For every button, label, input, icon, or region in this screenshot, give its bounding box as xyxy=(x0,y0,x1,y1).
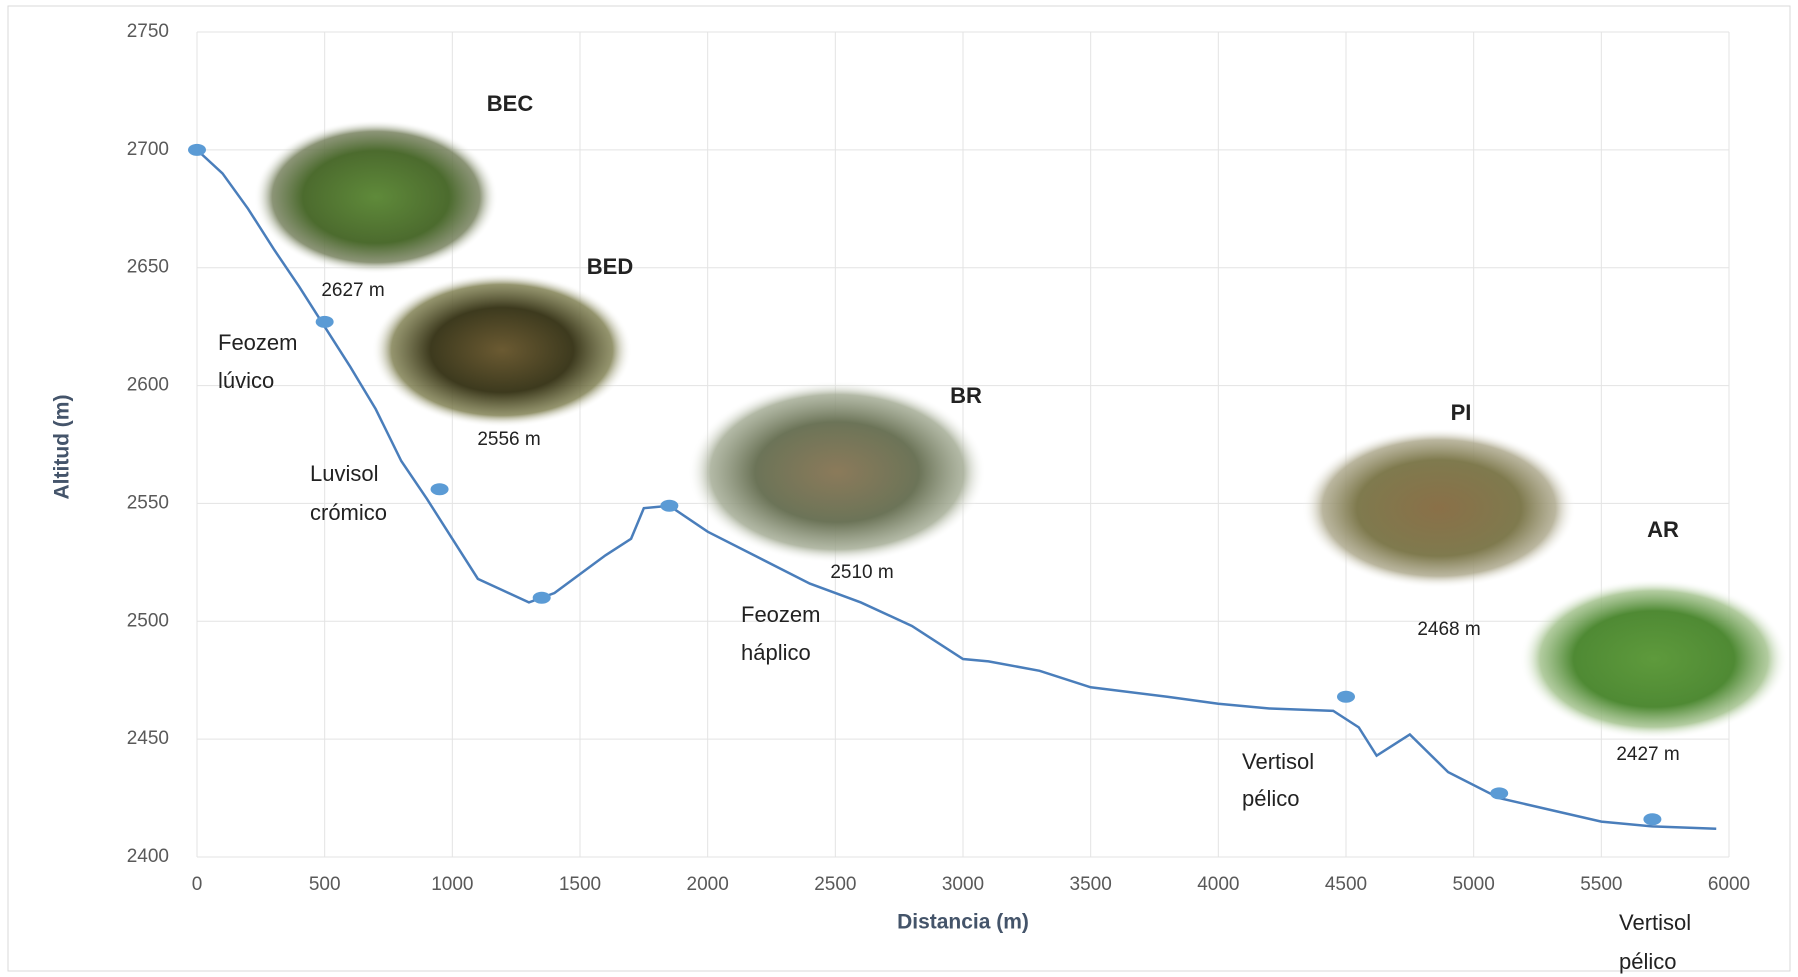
profile-line xyxy=(196,148,1717,830)
site-marker xyxy=(532,591,551,604)
y-axis-title: Altitud (m) xyxy=(51,395,74,500)
site-label: BEC xyxy=(487,91,534,116)
chart-border xyxy=(7,5,1791,972)
altitude-label: 2468 m xyxy=(1417,619,1480,640)
photo-bed xyxy=(372,273,632,427)
site-label: BR xyxy=(950,383,982,408)
y-tick-label: 2400 xyxy=(127,846,169,867)
site-marker xyxy=(188,143,206,156)
y-tick-label: 2500 xyxy=(127,610,169,631)
x-tick-label: 1000 xyxy=(431,874,473,895)
photo-ar xyxy=(1520,579,1788,739)
altitude-label: 2510 m xyxy=(830,562,893,583)
x-axis-title: Distancia (m) xyxy=(897,911,1029,934)
site-marker xyxy=(315,315,334,328)
soil-label: Vertisol xyxy=(1619,910,1691,935)
x-tick-label: 5000 xyxy=(1453,874,1495,895)
altitude-label: 2556 m xyxy=(477,429,540,450)
site-marker xyxy=(430,483,449,496)
soil-label: pélico xyxy=(1242,786,1299,811)
altitude-label: 2427 m xyxy=(1616,744,1679,765)
x-tick-label: 5500 xyxy=(1580,874,1622,895)
x-tick-label: 3500 xyxy=(1070,874,1112,895)
soil-label: lúvico xyxy=(218,368,274,393)
x-tick-label: 2000 xyxy=(687,874,729,895)
site-marker xyxy=(1337,690,1355,703)
site-label: PI xyxy=(1451,400,1472,425)
y-tick-label: 2700 xyxy=(127,139,169,160)
y-tick-label: 2450 xyxy=(127,728,169,749)
soil-label: Feozem xyxy=(741,602,820,627)
x-tick-label: 4000 xyxy=(1197,874,1239,895)
site-marker xyxy=(660,499,679,512)
x-tick-label: 2500 xyxy=(814,874,856,895)
site-label: AR xyxy=(1647,517,1679,542)
y-tick-label: 2650 xyxy=(127,257,169,278)
x-tick-label: 0 xyxy=(192,874,203,895)
site-marker xyxy=(1643,813,1662,826)
site-marker xyxy=(1490,787,1509,800)
y-tick-label: 2600 xyxy=(127,375,169,396)
soil-label: Vertisol xyxy=(1242,749,1314,774)
x-tick-label: 6000 xyxy=(1708,874,1750,895)
soil-label: pélico xyxy=(1619,949,1676,974)
photo-bec xyxy=(254,120,498,274)
x-tick-label: 4500 xyxy=(1325,874,1367,895)
x-tick-label: 1500 xyxy=(559,874,601,895)
soil-label: Luvisol xyxy=(310,461,378,486)
soil-label: háplico xyxy=(741,640,811,665)
x-tick-label: 3000 xyxy=(942,874,984,895)
altitude-label: 2627 m xyxy=(321,280,384,301)
y-tick-label: 2750 xyxy=(127,21,169,42)
photos xyxy=(254,120,1788,739)
soil-label: Feozem xyxy=(218,330,297,355)
y-tick-label: 2550 xyxy=(127,492,169,513)
photo-br xyxy=(688,381,986,563)
photo-pi xyxy=(1302,428,1576,588)
site-label: BED xyxy=(587,254,633,279)
soil-label: crómico xyxy=(310,500,387,525)
x-tick-label: 500 xyxy=(309,874,341,895)
